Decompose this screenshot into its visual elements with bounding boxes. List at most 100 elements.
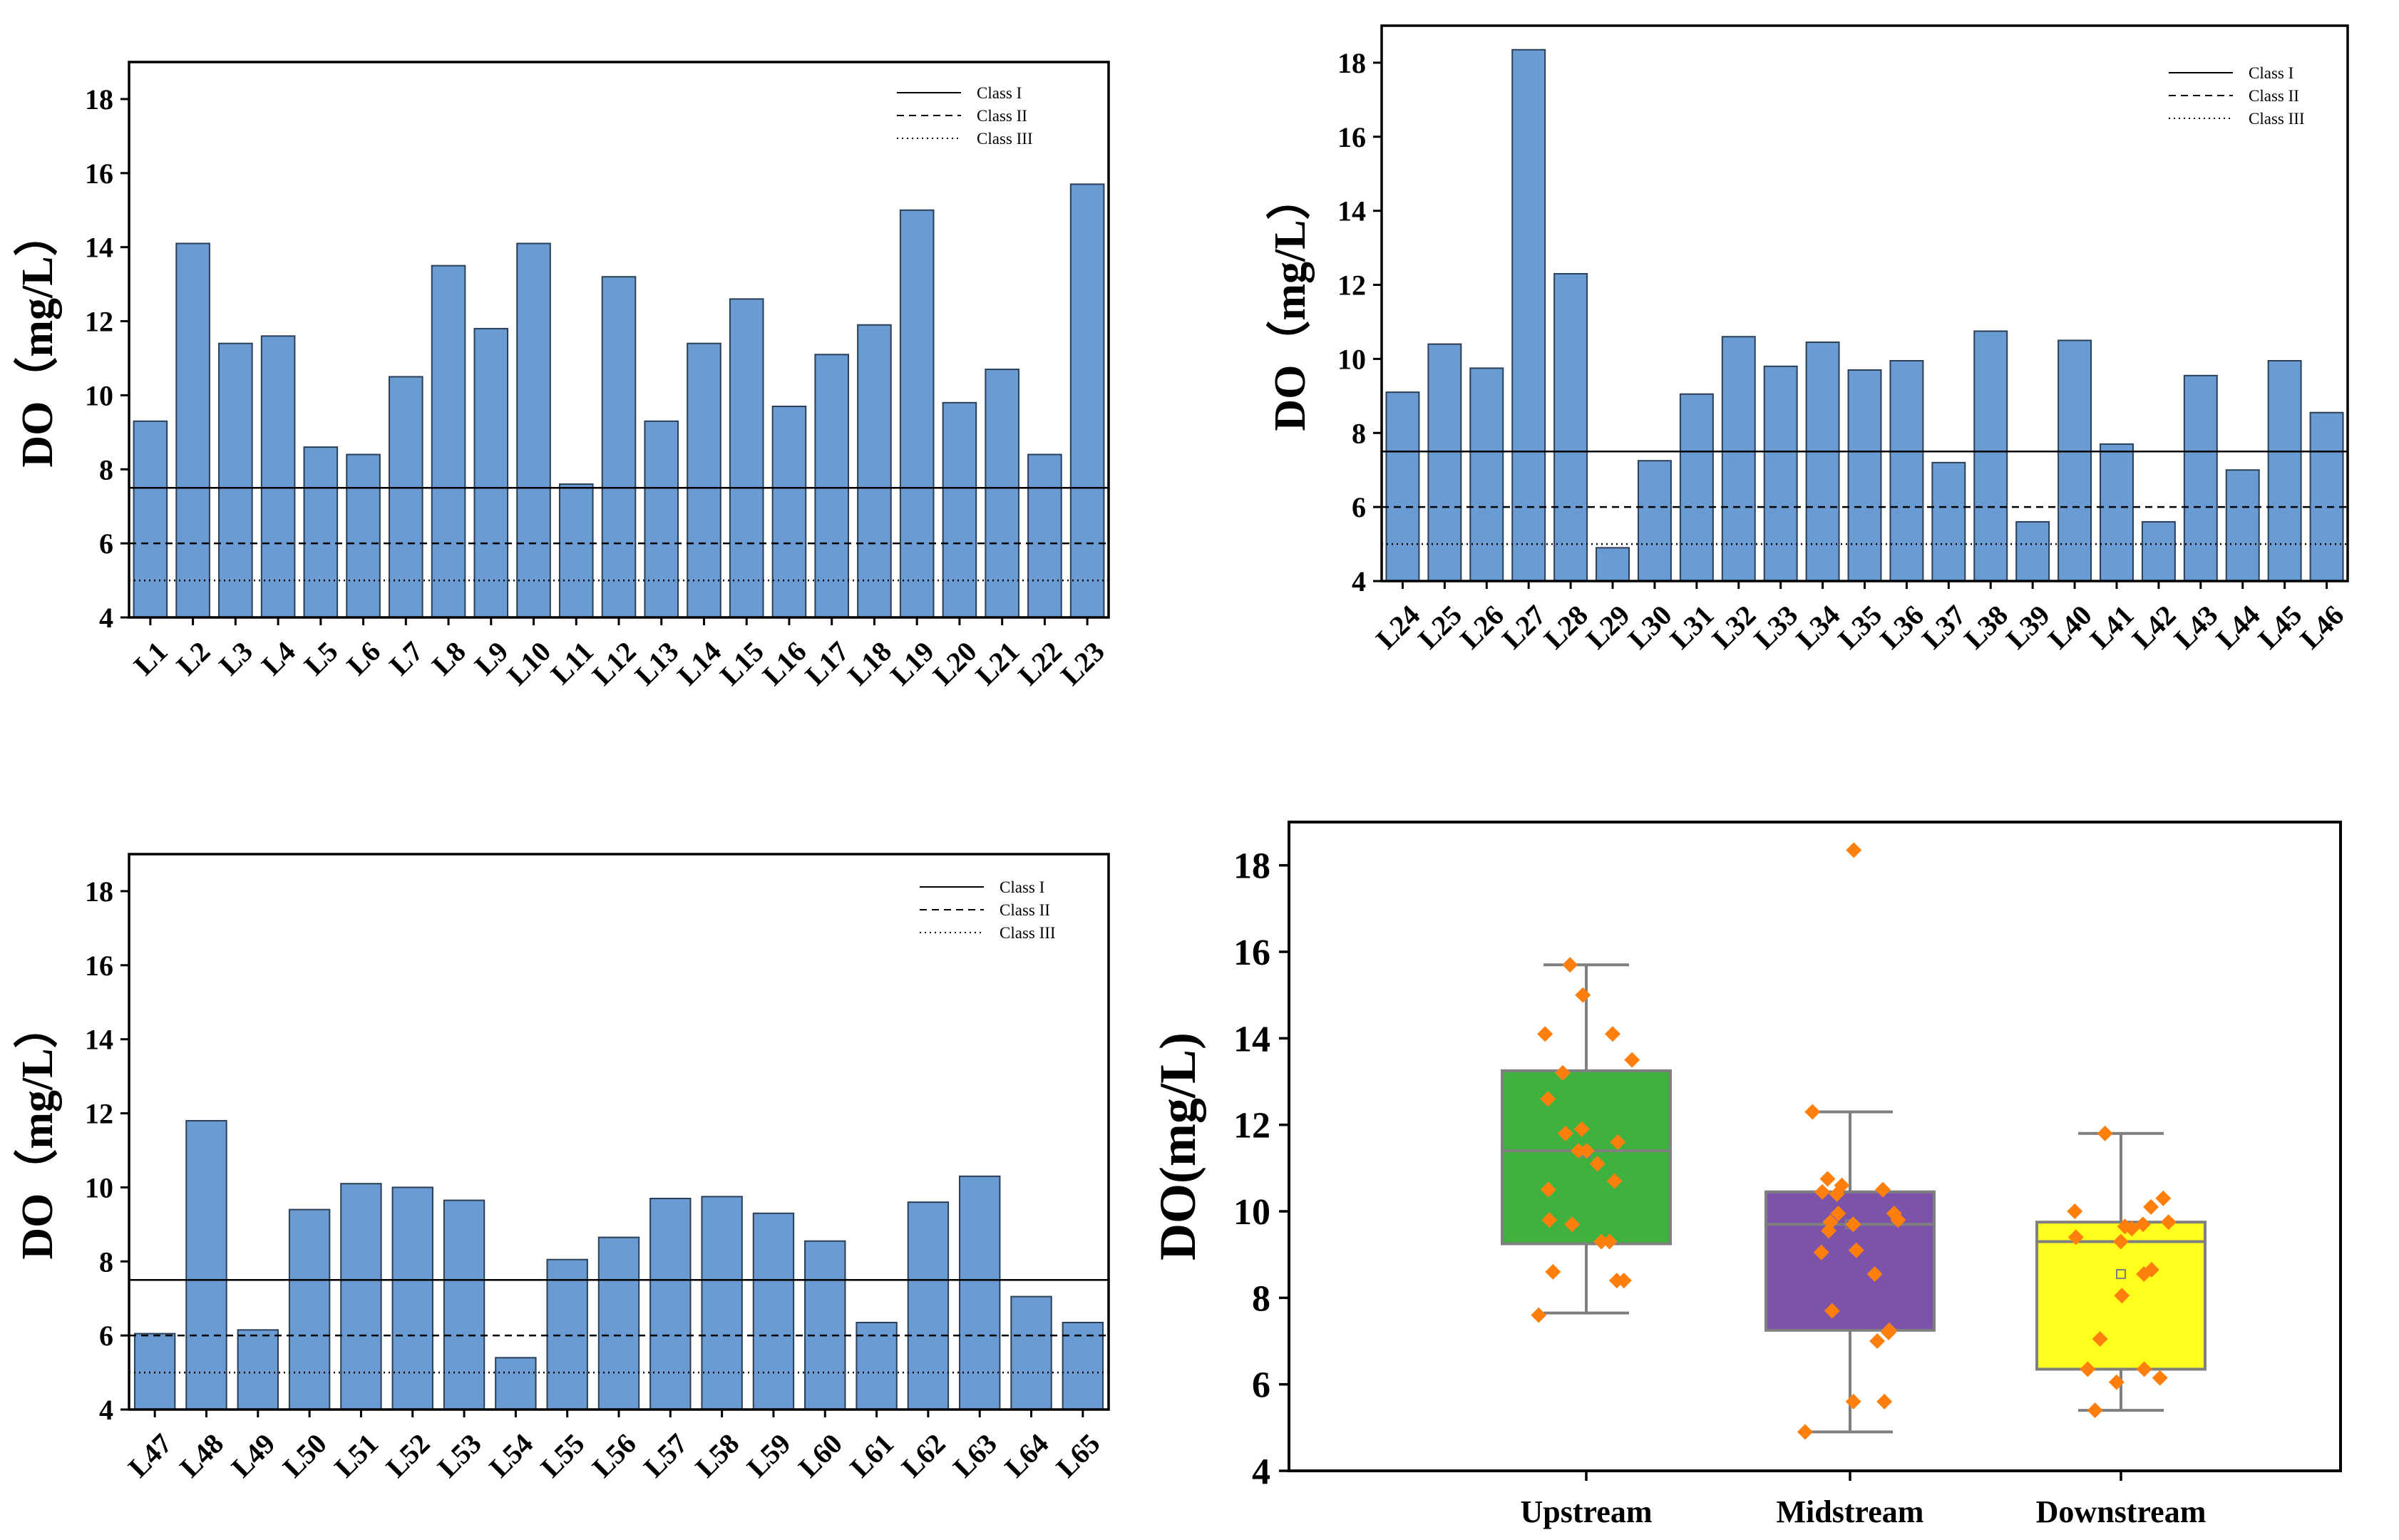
data-point <box>1821 1223 1837 1239</box>
x-tick-label: L8 <box>426 635 472 682</box>
data-point <box>1876 1393 1893 1410</box>
y-tick-label: 14 <box>1337 195 1366 227</box>
data-point <box>1571 1143 1587 1159</box>
x-tick-label: L49 <box>225 1427 282 1484</box>
x-tick-label: L6 <box>340 635 386 682</box>
bar <box>899 209 935 618</box>
x-tick-label: L23 <box>1054 635 1111 692</box>
bar <box>1931 461 1966 582</box>
data-point <box>2067 1229 2084 1246</box>
bar <box>814 354 849 618</box>
bar <box>2141 520 2176 582</box>
bar <box>133 1333 176 1410</box>
bar-chart-l24-l46: 4681012141618L24L25L26L27L28L29L30L31L32… <box>1265 24 2350 655</box>
x-tick-label: L7 <box>383 635 429 682</box>
bar <box>1847 369 1882 582</box>
bar <box>473 327 509 618</box>
x-tick-label: L2 <box>170 635 217 682</box>
legend-label: Class III <box>1000 924 1056 942</box>
y-tick-label: 16 <box>1233 933 1270 973</box>
bar <box>752 1212 795 1410</box>
data-point <box>1557 1125 1573 1141</box>
y-tick-label: 18 <box>1233 846 1270 887</box>
bar <box>133 420 168 619</box>
data-point <box>1804 1104 1821 1120</box>
box-midstream <box>1764 1190 1936 1332</box>
legend-label: Class III <box>2249 110 2305 128</box>
bar <box>1469 367 1504 582</box>
bar-chart-l1-l23: 4681012141618L1L2L3L4L5L6L7L8L9L10L11L12… <box>12 61 1111 692</box>
bar <box>907 1201 950 1410</box>
legend-label: Class I <box>2249 64 2293 82</box>
legend-label: Class I <box>977 84 1022 102</box>
bar <box>2309 411 2344 582</box>
bar <box>391 1186 433 1411</box>
bar <box>1511 48 1546 582</box>
bar <box>2015 520 2050 582</box>
y-tick-label: 16 <box>1337 121 1366 153</box>
bar <box>1385 391 1420 582</box>
data-point <box>1554 1064 1571 1081</box>
x-tick-label: L5 <box>298 635 344 682</box>
bar <box>1889 359 1924 582</box>
y-tick-label: 18 <box>85 83 113 115</box>
data-point <box>1846 842 1862 858</box>
y-tick-label: 16 <box>85 950 113 982</box>
bar <box>1069 183 1105 618</box>
x-tick-label: L51 <box>328 1427 384 1484</box>
data-point <box>2112 1233 2129 1250</box>
x-tick-label: L55 <box>534 1427 590 1484</box>
data-point <box>2080 1361 2096 1377</box>
y-tick-label: 4 <box>1352 565 1366 597</box>
data-point <box>2155 1190 2172 1206</box>
bar <box>185 1119 227 1411</box>
x-tick-label: L50 <box>277 1427 333 1484</box>
x-tick-label: L3 <box>212 635 259 682</box>
plot-frame <box>1380 24 2349 582</box>
y-tick-label: 14 <box>1233 1019 1270 1059</box>
x-tick-label: Upstream <box>1521 1494 1653 1529</box>
y-axis-label: DO（mg/L） <box>1265 175 1315 431</box>
bar <box>1062 1321 1104 1410</box>
data-point <box>1562 957 1578 973</box>
bar <box>1553 272 1588 582</box>
legend-label: Class II <box>1000 901 1050 919</box>
x-tick-label: L52 <box>379 1427 436 1484</box>
data-point <box>1869 1333 1886 1349</box>
data-point <box>1540 1091 1556 1107</box>
y-tick-label: 6 <box>1252 1365 1270 1406</box>
data-point <box>1573 1121 1590 1137</box>
data-point <box>1605 1026 1621 1042</box>
bar <box>959 1175 1001 1410</box>
bar <box>546 1258 588 1411</box>
data-point <box>2136 1266 2152 1282</box>
bar <box>1973 330 2008 582</box>
data-point <box>1540 1181 1556 1198</box>
x-tick-label: L48 <box>173 1427 230 1484</box>
data-point <box>1531 1307 1547 1323</box>
bar <box>2225 469 2260 582</box>
box-plot-upstream-midstream-downstream: 4 6 8 10 12 14 16 18 Upstream Midstream Downstream… <box>1149 821 2342 1529</box>
plot-frame <box>128 853 1110 1411</box>
bar <box>516 242 551 618</box>
bar <box>260 335 296 618</box>
bar <box>644 420 679 619</box>
x-tick-label: L61 <box>843 1427 900 1484</box>
data-point <box>1819 1171 1836 1187</box>
data-point <box>1606 1173 1623 1189</box>
y-tick-label: 8 <box>99 1246 113 1278</box>
y-tick-label: 4 <box>99 1394 113 1426</box>
data-point <box>1848 1242 1864 1258</box>
x-tick-label: L47 <box>122 1427 178 1484</box>
data-point <box>2143 1198 2159 1215</box>
legend-label: Class II <box>2249 87 2299 105</box>
data-point <box>2114 1288 2130 1304</box>
bar <box>431 265 466 618</box>
data-point <box>2136 1361 2152 1377</box>
y-tick-label: 6 <box>99 528 113 560</box>
y-tick-label: 4 <box>99 602 113 634</box>
data-point <box>1813 1244 1829 1261</box>
data-point <box>1881 1324 1897 1340</box>
bar <box>2267 359 2302 582</box>
